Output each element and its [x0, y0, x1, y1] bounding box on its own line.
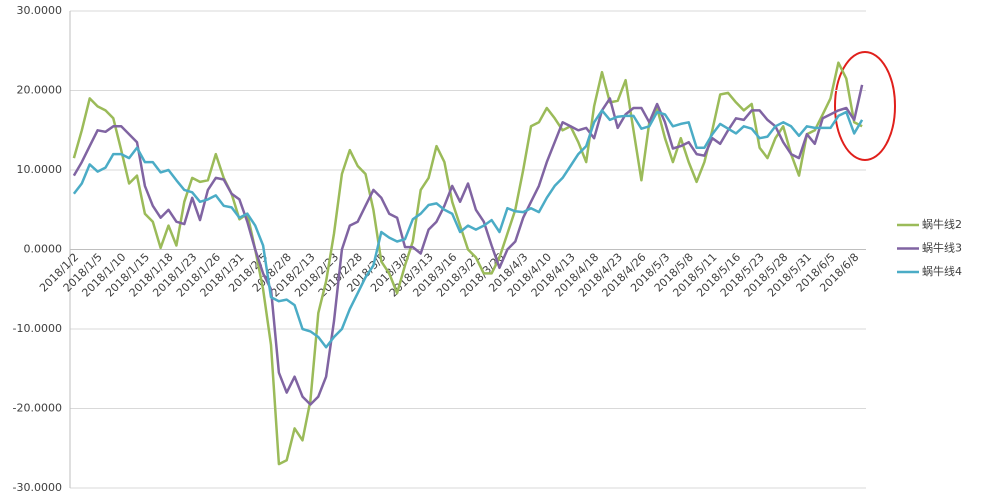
y-tick-label: 0.0000 — [24, 243, 63, 256]
y-tick-label: -10.0000 — [13, 322, 62, 335]
y-tick-label: -20.0000 — [13, 402, 62, 415]
y-tick-label: 20.0000 — [17, 84, 63, 97]
series-line — [72, 109, 864, 349]
series-line — [72, 84, 864, 406]
series-line — [72, 61, 863, 466]
highlight-ellipse — [834, 51, 896, 161]
legend-label: 蜗牛线4 — [922, 264, 962, 278]
legend-label: 蜗牛线3 — [922, 241, 962, 255]
y-tick-label: -30.0000 — [13, 481, 62, 494]
y-tick-label: 30.0000 — [17, 4, 63, 17]
y-tick-label: 10.0000 — [17, 163, 63, 176]
legend-label: 蜗牛线2 — [922, 217, 962, 231]
